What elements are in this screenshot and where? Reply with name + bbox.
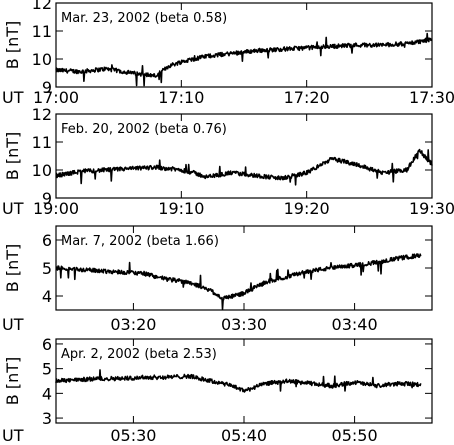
- x-axis-label: UT: [2, 315, 24, 334]
- x-tick-label: 05:50: [332, 426, 378, 445]
- y-tick-label: 12: [32, 105, 52, 124]
- x-tick-label: 03:30: [221, 315, 267, 334]
- x-tick-label: 05:30: [110, 426, 156, 445]
- y-tick-label: 11: [32, 133, 52, 152]
- x-tick-label: 19:30: [409, 199, 454, 218]
- field-magnitude-series: [55, 253, 422, 310]
- y-tick-label: 6: [42, 335, 52, 354]
- field-magnitude-series: [55, 369, 422, 393]
- y-axis-label: B [nT]: [3, 357, 22, 405]
- y-axis-label: B [nT]: [3, 132, 22, 180]
- chart-panel-4: 3 4 5 6 05:30 05:40 05:50 UT B [nT] Apr. 2, 2002 …: [2, 335, 433, 445]
- y-tick-label: 11: [32, 22, 52, 41]
- panel-title: Apr. 2, 2002 (beta 2.53): [61, 347, 217, 362]
- chart-panel-2: 9 10 11 12 19:00 19:10 19:20 19:30 UT B [nT] Feb. …: [2, 105, 454, 218]
- y-tick-label: 9: [42, 189, 52, 208]
- y-tick-label: 10: [32, 161, 52, 180]
- panel-title: Mar. 23, 2002 (beta 0.58): [61, 11, 227, 26]
- y-tick-label: 6: [42, 231, 52, 250]
- x-tick-label: 17:10: [158, 88, 204, 107]
- y-tick-label: 4: [42, 384, 52, 403]
- field-magnitude-series: [55, 32, 433, 87]
- y-axis-label: B [nT]: [3, 21, 22, 69]
- y-tick-label: 9: [42, 78, 52, 97]
- x-tick-label: 03:40: [332, 315, 378, 334]
- x-axis-label: UT: [2, 199, 24, 218]
- y-tick-label: 10: [32, 50, 52, 69]
- panel-title: Feb. 20, 2002 (beta 0.76): [61, 122, 227, 137]
- y-tick-label: 5: [42, 259, 52, 278]
- x-tick-label: 05:40: [221, 426, 267, 445]
- plot-frame: [55, 2, 433, 88]
- x-tick-label: 17:30: [409, 88, 454, 107]
- chart-panel-3: 4 5 6 03:20 03:30 03:40 UT B [nT] Mar. 7, 2002 (…: [2, 225, 433, 334]
- x-tick-label: 19:20: [284, 199, 330, 218]
- x-tick-label: 19:10: [158, 199, 204, 218]
- x-tick-label: 03:20: [110, 315, 156, 334]
- x-tick-label: 19:00: [33, 199, 79, 218]
- plot-frame: [55, 113, 433, 199]
- x-tick-label: 17:00: [33, 88, 79, 107]
- y-tick-label: 4: [42, 287, 52, 306]
- chart-panel-1: 9 10 11 12 17:00 17:10 17:20 17:30 UT B [nT] Mar. …: [2, 0, 454, 107]
- x-axis-label: UT: [2, 88, 24, 107]
- panel-title: Mar. 7, 2002 (beta 1.66): [61, 234, 219, 249]
- y-tick-label: 5: [42, 360, 52, 379]
- y-axis-label: B [nT]: [3, 244, 22, 292]
- x-axis-label: UT: [2, 426, 24, 445]
- y-tick-label: 3: [42, 409, 52, 428]
- x-tick-label: 17:20: [284, 88, 330, 107]
- y-tick-label: 12: [32, 0, 52, 13]
- field-magnitude-series: [55, 148, 433, 186]
